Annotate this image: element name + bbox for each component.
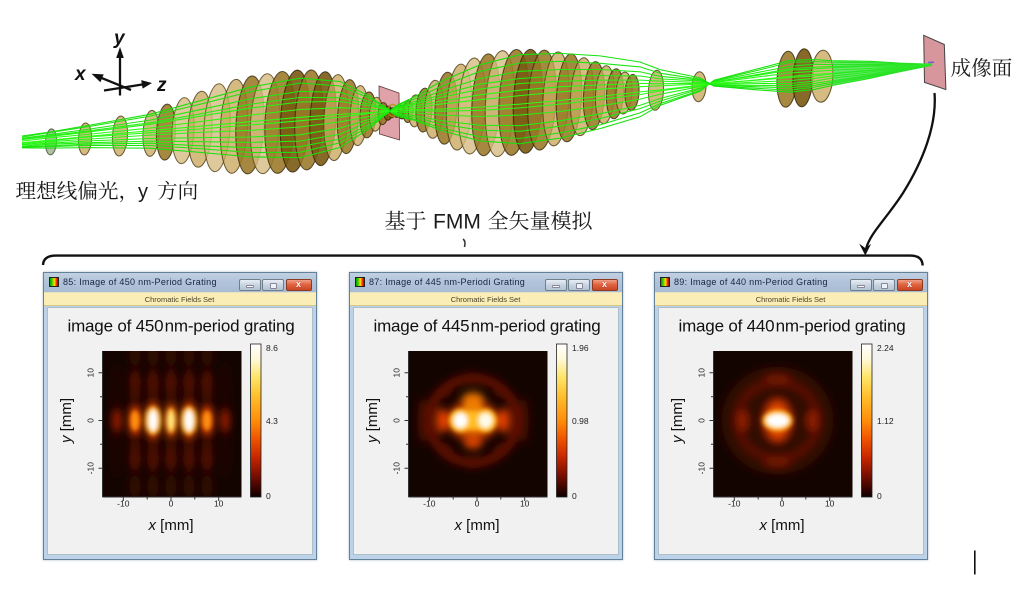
svg-text:0: 0 <box>877 491 882 501</box>
svg-text:-10: -10 <box>391 462 401 475</box>
svg-text:y: y <box>138 181 148 203</box>
svg-text:-10: -10 <box>117 499 130 509</box>
svg-text:0: 0 <box>572 491 577 501</box>
svg-text:0: 0 <box>474 499 479 509</box>
svg-text:10: 10 <box>391 368 401 378</box>
svg-text:10: 10 <box>213 499 223 509</box>
svg-text:10: 10 <box>824 499 834 509</box>
svg-text:10: 10 <box>85 368 95 378</box>
svg-text:-10: -10 <box>696 462 706 475</box>
svg-text:x [mm]: x [mm] <box>147 517 193 534</box>
svg-text:-10: -10 <box>423 499 436 509</box>
svg-text:z: z <box>156 75 167 96</box>
svg-text:10: 10 <box>696 368 706 378</box>
svg-text:x: x <box>74 64 87 85</box>
svg-text:x [mm]: x [mm] <box>758 517 804 534</box>
svg-text:0: 0 <box>85 418 95 423</box>
svg-text:8.6: 8.6 <box>266 343 278 353</box>
svg-text:image of 445 nm-period grating: image of 445 nm-period grating <box>373 317 600 336</box>
svg-text:image of 450 nm-period grating: image of 450 nm-period grating <box>67 317 294 336</box>
svg-text:0: 0 <box>391 418 401 423</box>
svg-text:-10: -10 <box>728 499 741 509</box>
svg-text:1.12: 1.12 <box>877 416 894 426</box>
svg-text:y [mm]: y [mm] <box>669 398 686 444</box>
svg-text:0.98: 0.98 <box>572 416 589 426</box>
svg-text:y [mm]: y [mm] <box>58 398 75 444</box>
svg-text:y: y <box>113 28 126 49</box>
svg-text:10: 10 <box>519 499 529 509</box>
svg-text:FMM: FMM <box>433 210 481 233</box>
svg-text:-10: -10 <box>85 462 95 475</box>
svg-text:0: 0 <box>168 499 173 509</box>
svg-text:x [mm]: x [mm] <box>453 517 499 534</box>
svg-text:0: 0 <box>266 491 271 501</box>
svg-text:2.24: 2.24 <box>877 343 894 353</box>
svg-text:0: 0 <box>779 499 784 509</box>
svg-text:1.96: 1.96 <box>572 343 589 353</box>
svg-text:y [mm]: y [mm] <box>364 398 381 444</box>
svg-text:4.3: 4.3 <box>266 416 278 426</box>
svg-text:image of 440 nm-period grating: image of 440 nm-period grating <box>678 317 905 336</box>
svg-text:0: 0 <box>696 418 706 423</box>
